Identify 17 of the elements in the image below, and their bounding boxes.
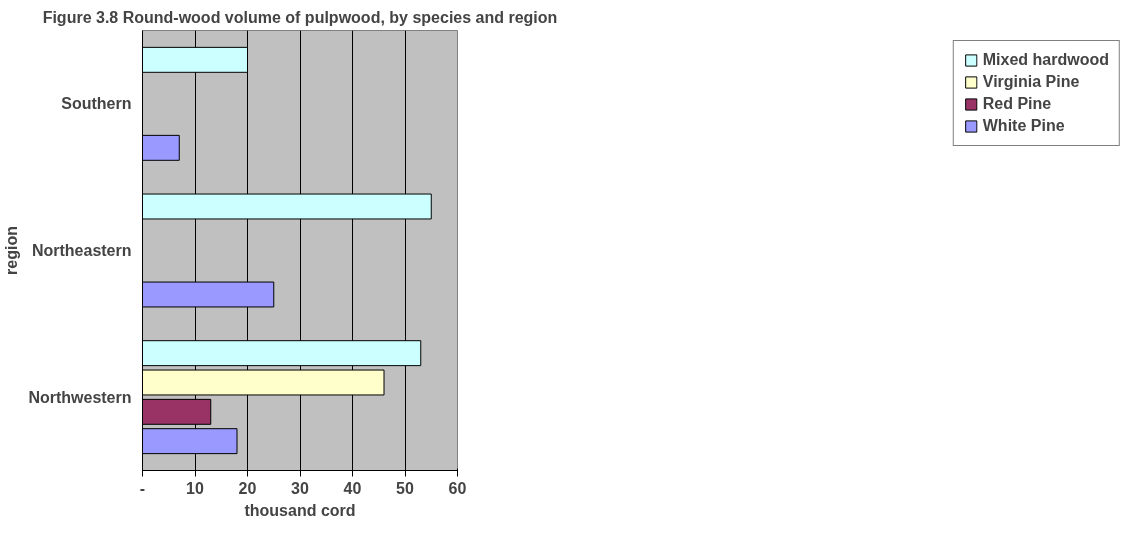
legend-label: Virginia Pine xyxy=(982,73,1080,91)
y-tick-label: Southern xyxy=(61,95,132,113)
legend-label: Mixed hardwood xyxy=(982,51,1109,69)
legend-label: White Pine xyxy=(982,117,1065,135)
chart-title: Figure 3.8 Round-wood volume of pulpwood, by species and region xyxy=(42,8,558,26)
y-tick-label: Northwestern xyxy=(28,388,132,406)
x-tick-label: 30 xyxy=(291,479,309,497)
x-tick-label: 50 xyxy=(396,479,414,497)
x-tick-label: 10 xyxy=(186,479,204,497)
y-tick-label: Northeastern xyxy=(31,242,132,259)
x-axis-title: thousand cord xyxy=(244,501,356,519)
x-tick-label: 60 xyxy=(448,479,467,497)
x-tick-label: - xyxy=(139,479,146,497)
x-tick-label: 20 xyxy=(238,479,257,497)
legend-label: Red Pine xyxy=(982,95,1052,113)
y-axis-title: region xyxy=(3,226,21,275)
x-tick-label: 40 xyxy=(343,479,362,497)
